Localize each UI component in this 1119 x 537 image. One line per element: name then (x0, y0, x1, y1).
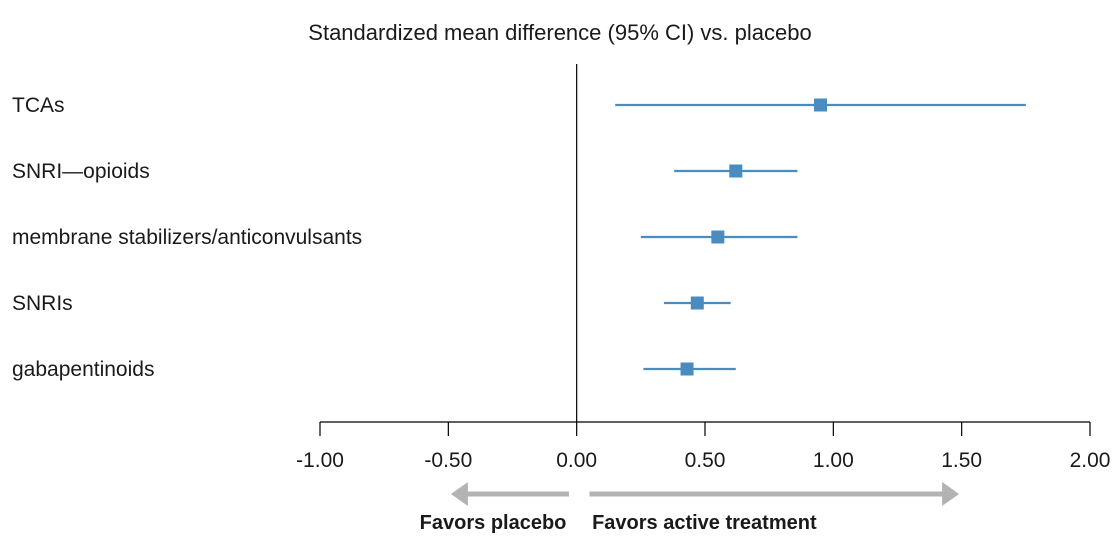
x-tick-label: 1.50 (941, 449, 982, 472)
favors-active-label: Favors active treatment (592, 512, 817, 534)
favors-active-arrowhead (942, 482, 960, 506)
forest-rows: TCAs SNRI—opioids membrane stabilizers/ant… (12, 94, 1026, 381)
x-axis: -1.00 -0.50 0.00 0.50 1.00 1.50 2.00 (296, 421, 1111, 472)
x-tick-label: -0.50 (424, 449, 472, 472)
category-label: gabapentinoids (12, 358, 154, 381)
point-estimate-marker (814, 98, 827, 112)
favors-annotation: Favors placebo Favors active treatment (420, 482, 960, 534)
category-label: SNRI—opioids (12, 160, 150, 183)
x-tick-label: 2.00 (1070, 449, 1111, 472)
category-label: membrane stabilizers/anticonvulsants (12, 226, 362, 249)
chart-title: Standardized mean difference (95% CI) vs… (308, 20, 811, 45)
point-estimate-marker (690, 296, 704, 310)
category-label: SNRIs (12, 292, 73, 315)
x-tick-label: 0.50 (685, 449, 726, 472)
favors-placebo-label: Favors placebo (420, 512, 567, 534)
point-estimate-marker (680, 362, 694, 376)
category-label: TCAs (12, 94, 65, 117)
x-tick-label: 0.00 (556, 449, 597, 472)
point-estimate-marker (729, 164, 743, 178)
favors-placebo-arrowhead (450, 482, 468, 506)
x-tick-label: -1.00 (296, 449, 344, 472)
point-estimate-marker (711, 230, 725, 244)
x-tick-label: 1.00 (813, 449, 854, 472)
